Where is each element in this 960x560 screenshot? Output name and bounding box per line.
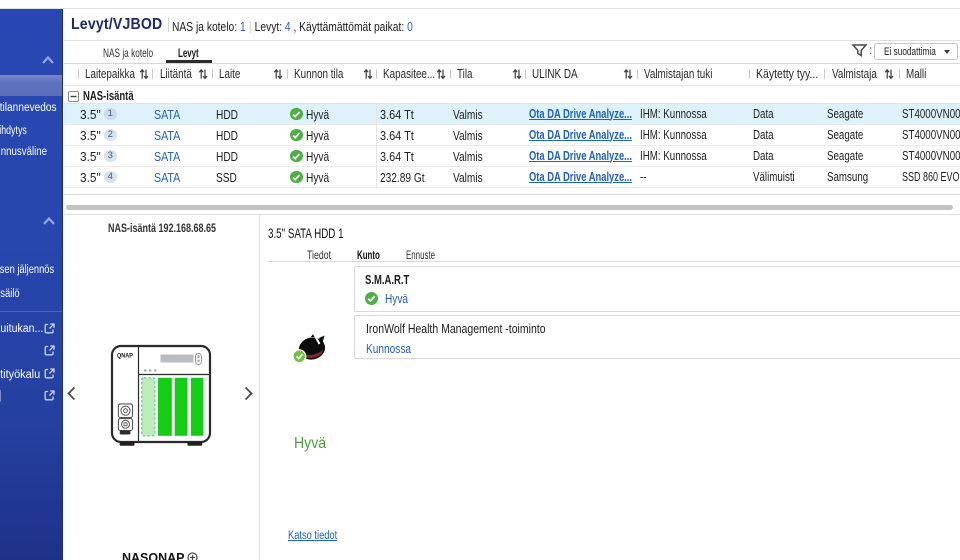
svg-text:QNAP: QNAP [117,353,133,359]
